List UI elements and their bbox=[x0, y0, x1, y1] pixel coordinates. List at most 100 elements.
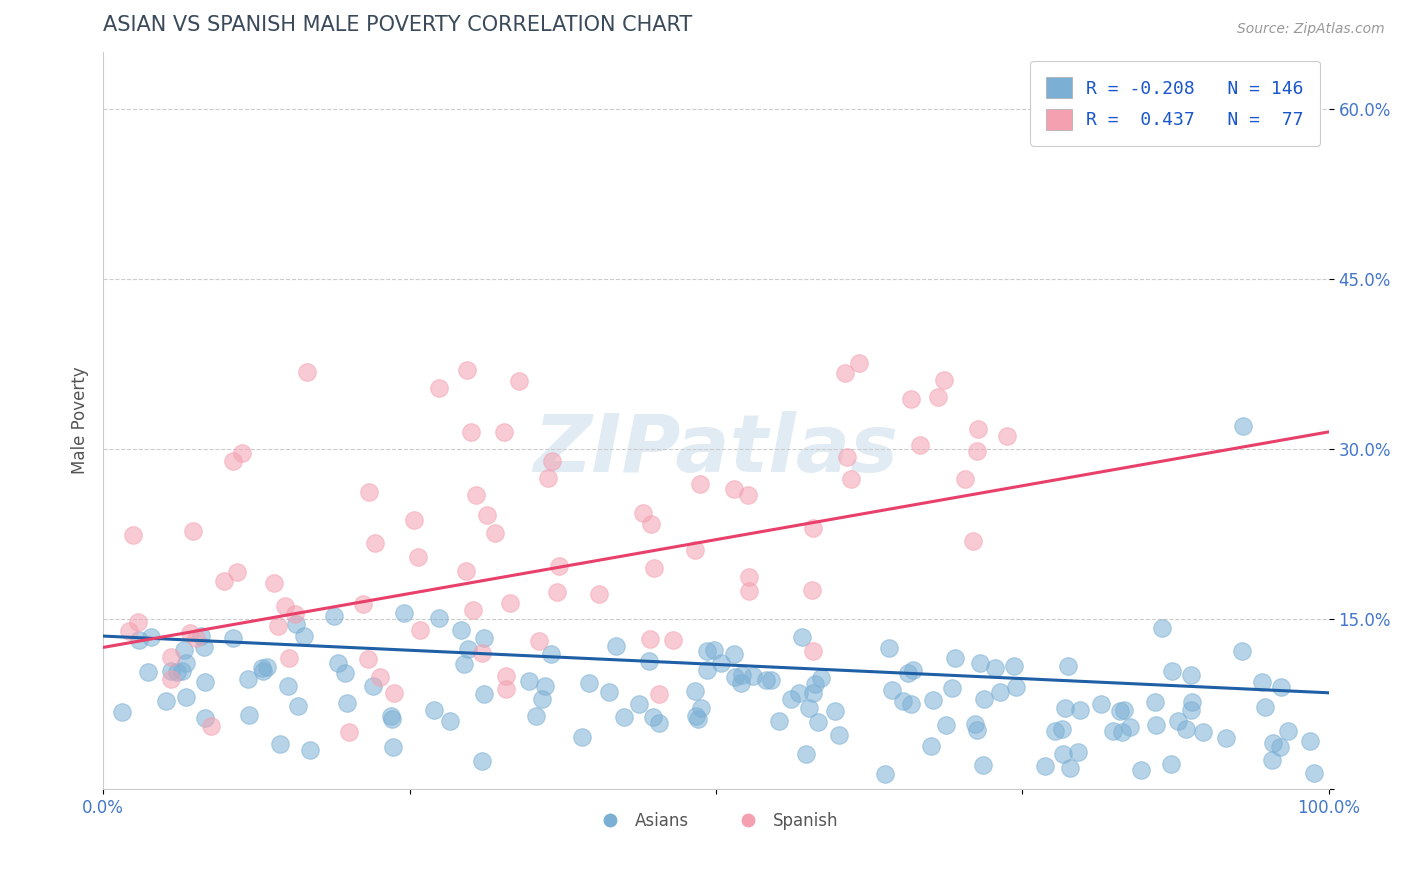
Asians bbox=[941, 681, 963, 695]
Asians bbox=[1056, 658, 1078, 673]
Spanish bbox=[495, 669, 517, 683]
Spanish bbox=[127, 615, 149, 630]
Asians bbox=[392, 606, 415, 620]
Spanish bbox=[932, 373, 955, 387]
Spanish bbox=[409, 623, 432, 637]
Asians bbox=[963, 717, 986, 731]
Spanish bbox=[927, 390, 949, 404]
Asians bbox=[1152, 621, 1174, 635]
Asians bbox=[299, 743, 322, 757]
Spanish bbox=[273, 599, 295, 613]
Spanish bbox=[200, 719, 222, 733]
Asians bbox=[453, 657, 475, 672]
Asians bbox=[173, 643, 195, 657]
Asians bbox=[1059, 761, 1081, 775]
Asians bbox=[896, 665, 918, 680]
Asians bbox=[160, 665, 183, 679]
Asians bbox=[1101, 723, 1123, 738]
Asians bbox=[1129, 763, 1152, 777]
Asians bbox=[336, 696, 359, 710]
Asians bbox=[1112, 703, 1135, 717]
Asians bbox=[323, 608, 346, 623]
Asians bbox=[696, 644, 718, 658]
Spanish bbox=[184, 631, 207, 645]
Spanish bbox=[662, 633, 685, 648]
Asians bbox=[807, 714, 830, 729]
Spanish bbox=[427, 381, 450, 395]
Asians bbox=[1261, 736, 1284, 750]
Spanish bbox=[179, 626, 201, 640]
Asians bbox=[780, 691, 803, 706]
Spanish bbox=[953, 472, 976, 486]
Asians bbox=[1215, 731, 1237, 746]
Spanish bbox=[801, 643, 824, 657]
Spanish bbox=[801, 582, 824, 597]
Asians bbox=[450, 623, 472, 637]
Spanish bbox=[160, 649, 183, 664]
Legend: Asians, Spanish: Asians, Spanish bbox=[586, 805, 845, 836]
Spanish bbox=[364, 536, 387, 550]
Spanish bbox=[640, 632, 662, 646]
Asians bbox=[381, 739, 404, 754]
Spanish bbox=[527, 633, 550, 648]
Asians bbox=[1270, 740, 1292, 755]
Asians bbox=[1167, 714, 1189, 728]
Asians bbox=[1144, 718, 1167, 732]
Spanish bbox=[464, 487, 486, 501]
Asians bbox=[1045, 724, 1067, 739]
Asians bbox=[277, 679, 299, 693]
Asians bbox=[730, 667, 752, 681]
Y-axis label: Male Poverty: Male Poverty bbox=[72, 367, 89, 475]
Text: ZIPatlas: ZIPatlas bbox=[533, 411, 898, 489]
Asians bbox=[828, 728, 851, 742]
Asians bbox=[284, 616, 307, 631]
Spanish bbox=[368, 670, 391, 684]
Asians bbox=[824, 705, 846, 719]
Asians bbox=[1119, 720, 1142, 734]
Asians bbox=[194, 675, 217, 690]
Asians bbox=[1251, 674, 1274, 689]
Asians bbox=[724, 670, 747, 684]
Asians bbox=[170, 664, 193, 678]
Spanish bbox=[221, 454, 243, 468]
Asians bbox=[891, 694, 914, 708]
Spanish bbox=[900, 392, 922, 406]
Spanish bbox=[536, 471, 558, 485]
Asians bbox=[1108, 704, 1130, 718]
Spanish bbox=[835, 450, 858, 464]
Asians bbox=[524, 708, 547, 723]
Asians bbox=[333, 665, 356, 680]
Asians bbox=[801, 686, 824, 700]
Asians bbox=[361, 679, 384, 693]
Spanish bbox=[118, 624, 141, 639]
Spanish bbox=[737, 488, 759, 502]
Asians bbox=[794, 747, 817, 761]
Asians bbox=[326, 656, 349, 670]
Spanish bbox=[508, 374, 530, 388]
Spanish bbox=[685, 542, 707, 557]
Asians bbox=[439, 714, 461, 728]
Asians bbox=[969, 656, 991, 670]
Spanish bbox=[839, 472, 862, 486]
Spanish bbox=[406, 549, 429, 564]
Spanish bbox=[966, 421, 988, 435]
Asians bbox=[128, 632, 150, 647]
Spanish bbox=[484, 525, 506, 540]
Asians bbox=[935, 718, 957, 732]
Asians bbox=[990, 684, 1012, 698]
Spanish bbox=[738, 570, 761, 584]
Asians bbox=[1270, 680, 1292, 694]
Asians bbox=[517, 673, 540, 688]
Spanish bbox=[471, 646, 494, 660]
Asians bbox=[1050, 722, 1073, 736]
Asians bbox=[252, 665, 274, 679]
Asians bbox=[238, 707, 260, 722]
Asians bbox=[1260, 753, 1282, 767]
Asians bbox=[882, 683, 904, 698]
Spanish bbox=[962, 534, 984, 549]
Spanish bbox=[181, 524, 204, 538]
Asians bbox=[1090, 697, 1112, 711]
Spanish bbox=[284, 607, 307, 621]
Asians bbox=[696, 663, 718, 677]
Spanish bbox=[546, 584, 568, 599]
